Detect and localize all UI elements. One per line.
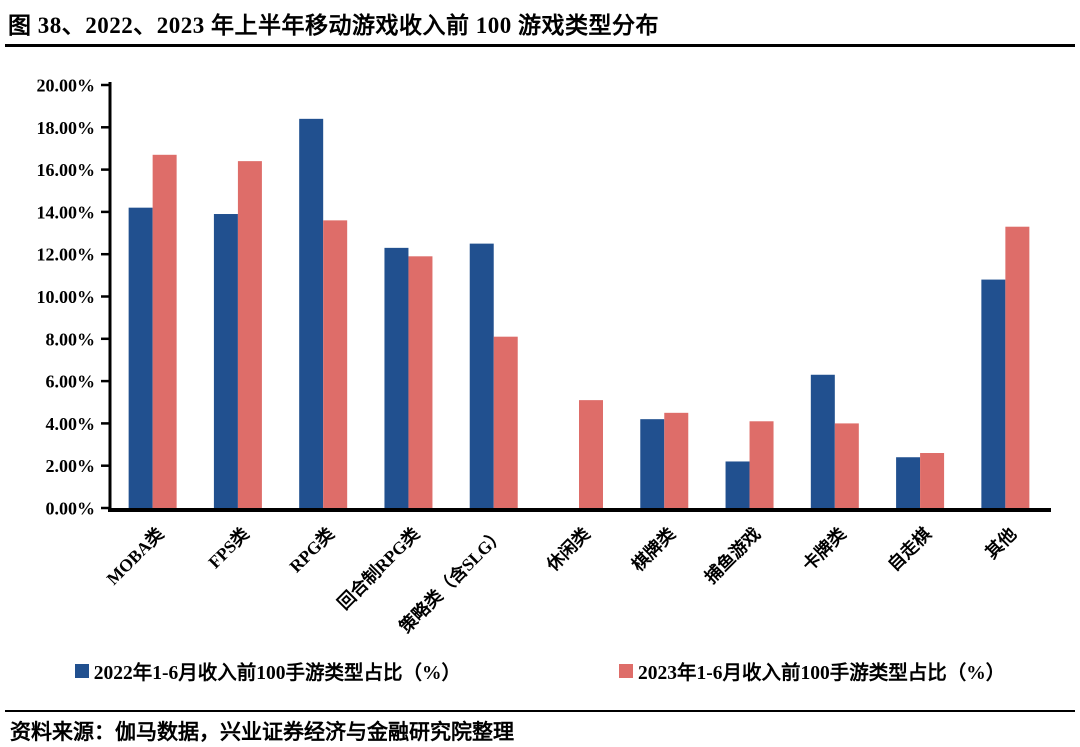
legend-label-2022: 2022年1-6月收入前100手游类型占比（%） — [93, 663, 461, 684]
source-line: 资料来源：伽马数据，兴业证券经济与金融研究院整理 — [10, 720, 514, 744]
x-axis-label: 休闲类 — [542, 523, 594, 575]
x-axis-label: 其他 — [981, 523, 1020, 562]
figure-title: 图 38、2022、2023 年上半年移动游戏收入前 100 游戏类型分布 — [8, 13, 659, 38]
legend-swatch-2023 — [619, 663, 633, 678]
footer-divider-line — [5, 710, 1075, 712]
bar-2022-回合制RPG类 — [384, 247, 409, 509]
x-axis-label: 捕鱼游戏 — [701, 523, 765, 587]
bar-chart: 0.00% 2.00% 4.00% 6.00% 8.00% 10.00% 12.00% 14.… — [37, 76, 1051, 637]
bar-2022-棋牌类 — [640, 419, 665, 508]
x-axis-label: 回合制RPG类 — [334, 523, 424, 613]
bar-2022-RPG类 — [299, 118, 324, 508]
bar-2023-RPG类 — [323, 220, 348, 509]
x-axis-label: 自走棋 — [884, 523, 936, 575]
bar-2022-捕鱼游戏 — [725, 461, 750, 508]
bar-2023-自走棋 — [920, 453, 945, 508]
y-axis-tick-label: 6.00% — [46, 372, 96, 392]
y-axis-tick-label: 4.00% — [46, 414, 96, 434]
legend-item-2023: 2023年1-6月收入前100手游类型占比（%） — [619, 656, 1005, 685]
bar-2023-FPS类 — [237, 161, 262, 508]
bar-2022-卡牌类 — [810, 374, 835, 508]
legend-item-2022: 2022年1-6月收入前100手游类型占比（%） — [74, 656, 461, 685]
legend-label-2023: 2023年1-6月收入前100手游类型占比（%） — [638, 663, 1006, 684]
bar-2023-策略类（含SLG） — [493, 336, 518, 508]
bar-2022-MOBA类 — [128, 207, 153, 509]
bar-2023-棋牌类 — [664, 412, 689, 508]
x-axis-label: 卡牌类 — [798, 523, 850, 575]
y-axis-tick-label: 0.00% — [46, 499, 96, 519]
y-axis-tick-label: 16.00% — [37, 160, 96, 180]
bar-2023-MOBA类 — [152, 154, 177, 509]
x-axis-label: FPS类 — [204, 523, 253, 572]
bar-2022-其他 — [981, 279, 1006, 508]
bar-2023-回合制RPG类 — [408, 256, 433, 508]
x-axis-label: MOBA类 — [102, 523, 167, 588]
title-divider-line — [5, 44, 1075, 47]
bar-2022-策略类（含SLG） — [469, 243, 494, 508]
legend-swatch-2022 — [74, 663, 89, 678]
y-axis-tick-label: 2.00% — [46, 456, 96, 476]
y-axis-tick-label: 12.00% — [37, 245, 96, 265]
y-axis-tick-label: 8.00% — [46, 329, 96, 349]
y-axis-tick-label: 18.00% — [37, 118, 96, 138]
y-axis-tick-label: 10.00% — [37, 287, 96, 307]
y-axis-tick-label: 14.00% — [37, 202, 96, 222]
bar-2022-自走棋 — [896, 457, 921, 508]
x-axis-label: RPG类 — [285, 523, 338, 576]
x-axis-label: 棋牌类 — [628, 523, 680, 575]
bar-2023-其他 — [1005, 226, 1030, 508]
chart-legend: 2022年1-6月收入前100手游类型占比（%） 2023年1-6月收入前100… — [0, 656, 1080, 685]
bar-2023-捕鱼游戏 — [749, 421, 774, 508]
y-axis-tick-label: 20.00% — [37, 76, 96, 96]
bar-2022-FPS类 — [213, 214, 238, 508]
bar-2023-卡牌类 — [834, 423, 859, 508]
bar-2023-休闲类 — [579, 400, 603, 508]
